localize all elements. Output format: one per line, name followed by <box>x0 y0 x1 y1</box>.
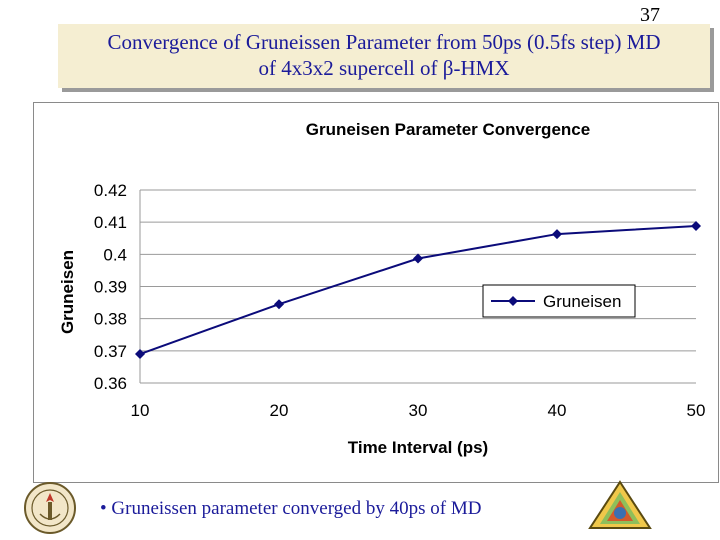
y-tick-labels: 0.36 0.37 0.38 0.39 0.4 0.41 0.42 <box>94 181 127 393</box>
university-seal-logo <box>24 482 76 534</box>
y-tick-label: 0.37 <box>94 342 127 361</box>
x-tick-label: 30 <box>409 401 428 420</box>
legend-marker <box>508 296 518 306</box>
chart-title: Gruneisen Parameter Convergence <box>306 120 590 139</box>
y-tick-label: 0.39 <box>94 278 127 297</box>
x-tick-label: 20 <box>270 401 289 420</box>
x-tick-label: 10 <box>131 401 150 420</box>
slide-title: Convergence of Gruneissen Parameter from… <box>58 29 710 81</box>
title-box: Convergence of Gruneissen Parameter from… <box>58 24 710 88</box>
x-tick-label: 40 <box>548 401 567 420</box>
data-point <box>552 229 562 240</box>
y-tick-label: 0.41 <box>94 213 127 232</box>
y-tick-label: 0.42 <box>94 181 127 200</box>
legend-label: Gruneisen <box>543 292 621 311</box>
x-tick-label: 50 <box>687 401 706 420</box>
slide-number: 37 <box>640 4 660 26</box>
y-tick-label: 0.38 <box>94 310 127 329</box>
data-point <box>413 253 423 264</box>
slide-title-line-1: Convergence of Gruneissen Parameter from… <box>107 30 661 54</box>
x-tick-labels: 10 20 30 40 50 <box>131 401 706 420</box>
triangle-center-logo <box>588 480 652 529</box>
bullet-point: • Gruneissen parameter converged by 40ps… <box>100 498 482 519</box>
y-tick-label: 0.4 <box>103 245 127 264</box>
data-point <box>135 349 145 360</box>
legend: Gruneisen <box>482 284 636 318</box>
x-axis-label: Time Interval (ps) <box>348 438 488 457</box>
y-axis-label: Gruneisen <box>58 250 77 334</box>
data-point <box>274 299 284 310</box>
series-gruneisen <box>135 221 701 360</box>
slide-title-line-2: of 4x3x2 supercell of β-HMX <box>258 56 510 80</box>
data-point <box>691 221 701 232</box>
y-tick-label: 0.36 <box>94 374 127 393</box>
